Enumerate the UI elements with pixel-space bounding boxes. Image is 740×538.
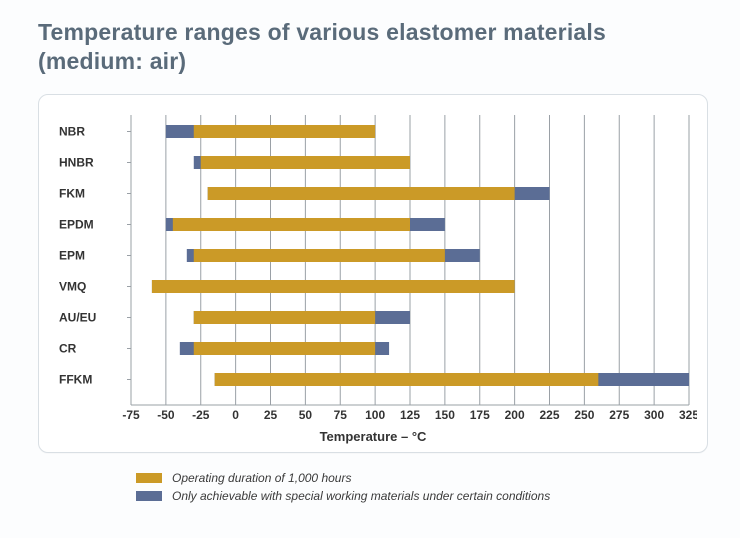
legend-label-operating: Operating duration of 1,000 hours xyxy=(172,471,351,485)
bar-operating xyxy=(152,280,515,293)
bar-operating xyxy=(201,156,410,169)
bar-operating xyxy=(215,373,599,386)
legend-item-special: Only achievable with special working mat… xyxy=(136,489,708,503)
svg-text:-50: -50 xyxy=(157,408,175,422)
svg-text:-25: -25 xyxy=(192,408,210,422)
legend-label-special: Only achievable with special working mat… xyxy=(172,489,550,503)
legend-swatch-special xyxy=(136,491,162,501)
svg-text:75: 75 xyxy=(334,408,348,422)
svg-text:200: 200 xyxy=(505,408,525,422)
svg-text:150: 150 xyxy=(435,408,455,422)
bar-operating xyxy=(173,218,410,231)
legend: Operating duration of 1,000 hours Only a… xyxy=(136,471,708,503)
category-label: HNBR xyxy=(59,155,94,169)
bar-operating xyxy=(194,342,375,355)
bar-operating xyxy=(194,249,445,262)
chart-card: -75 -50 -25 0 25 50 75 100 125 150 175 200 225 250 275… xyxy=(38,94,708,453)
svg-text:100: 100 xyxy=(365,408,385,422)
bar-operating xyxy=(194,125,375,138)
chart-container: -75 -50 -25 0 25 50 75 100 125 150 175 200 225 250 275… xyxy=(53,109,693,444)
svg-text:-75: -75 xyxy=(122,408,140,422)
category-label: VMQ xyxy=(59,279,86,293)
category-label: EPM xyxy=(59,248,85,262)
bar-operating xyxy=(194,311,375,324)
legend-swatch-operating xyxy=(136,473,162,483)
bar-operating xyxy=(208,187,515,200)
category-label: EPDM xyxy=(59,217,94,231)
category-label: FKM xyxy=(59,186,85,200)
svg-text:25: 25 xyxy=(264,408,278,422)
svg-text:275: 275 xyxy=(609,408,629,422)
page-title: Temperature ranges of various elastomer … xyxy=(38,18,708,76)
category-label: AU/EU xyxy=(59,310,96,324)
svg-text:0: 0 xyxy=(232,408,239,422)
category-label: NBR xyxy=(59,124,85,138)
range-bar-chart: -75 -50 -25 0 25 50 75 100 125 150 175 200 225 250 275… xyxy=(53,109,697,427)
legend-item-operating: Operating duration of 1,000 hours xyxy=(136,471,708,485)
svg-text:125: 125 xyxy=(400,408,420,422)
svg-text:225: 225 xyxy=(539,408,559,422)
svg-text:250: 250 xyxy=(574,408,594,422)
x-axis-title: Temperature – °C xyxy=(53,429,693,444)
category-label: FFKM xyxy=(59,372,92,386)
svg-text:300: 300 xyxy=(644,408,664,422)
svg-text:325: 325 xyxy=(679,408,697,422)
category-label: CR xyxy=(59,341,77,355)
svg-text:175: 175 xyxy=(470,408,490,422)
svg-text:50: 50 xyxy=(299,408,313,422)
